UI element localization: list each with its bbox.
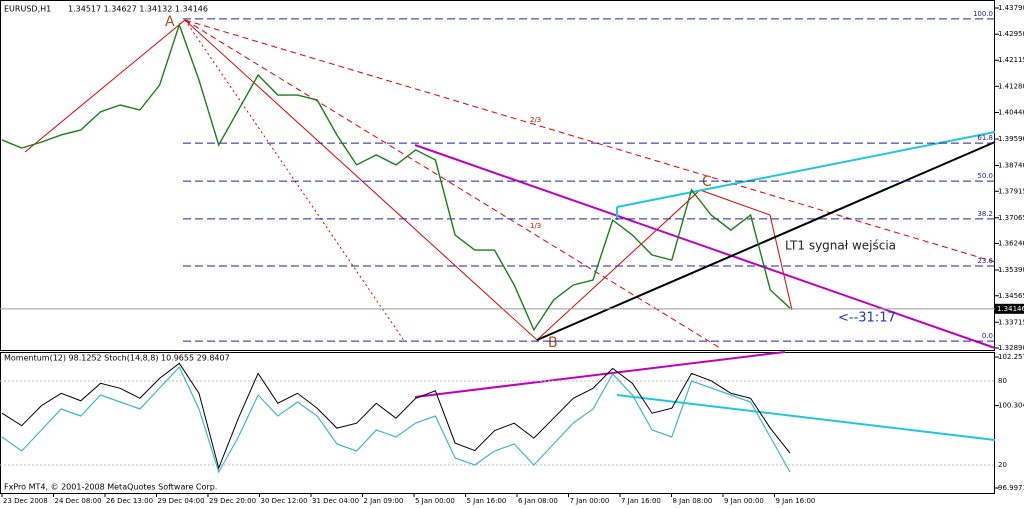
fan-line: [184, 19, 721, 349]
trend-line: [536, 141, 996, 341]
price-label: 1.37915: [998, 187, 1024, 195]
time-label: 29 Dec 20:00: [209, 497, 256, 505]
price-label: 1.36240: [998, 240, 1024, 248]
time-label: 26 Dec 13:00: [106, 497, 153, 505]
stoch-tick-label: 20: [998, 461, 1007, 469]
price-label: 1.33715: [998, 318, 1024, 326]
price-label: 1.40440: [998, 108, 1024, 116]
ohlc: 1.34517 1.34627 1.34132 1.34146: [68, 5, 208, 14]
annotation: <--31:17: [838, 311, 896, 326]
point-label: B: [548, 335, 558, 351]
current-price-label: 1.34146: [997, 305, 1024, 313]
time-label: 8 Jan 08:00: [673, 497, 713, 505]
time-label: 9 Jan 16:00: [776, 497, 816, 505]
indicator-title: Momentum(12) 98.1252 Stoch(14,8,8) 10.96…: [4, 354, 230, 363]
price-label: 1.41280: [998, 82, 1024, 90]
zigzag: [24, 19, 793, 341]
price-label: 1.34565: [998, 292, 1024, 300]
time-label: 5 Jan 16:00: [467, 497, 507, 505]
time-label: 5 Jan 00:00: [415, 497, 455, 505]
price-label: 1.35390: [998, 266, 1024, 274]
stoch-tick-label: 80: [998, 377, 1007, 385]
momentum-tick-label: 102.2571: [998, 353, 1024, 361]
time-label: 24 Dec 08:00: [55, 497, 102, 505]
time-label: 6 Jan 08:00: [518, 497, 558, 505]
time-label: 7 Jan 00:00: [570, 497, 610, 505]
momentum-tick-label: 100.3046: [998, 402, 1024, 410]
price-label: 1.39590: [998, 135, 1024, 143]
fib-label: 38.2: [977, 210, 993, 218]
point-label: C: [702, 174, 712, 190]
footer: FxPro MT4, © 2001-2008 MetaQuotes Softwa…: [4, 483, 217, 492]
time-label: 30 Dec 12:00: [261, 497, 308, 505]
fib-label: 50.0: [977, 172, 993, 180]
point-label: A: [165, 14, 175, 30]
price-label: 1.38740: [998, 162, 1024, 170]
main-panel: [0, 0, 995, 351]
momentum-line: [1, 362, 791, 470]
fib-label: 61.8: [977, 134, 993, 142]
fan-label: 1/3: [530, 222, 541, 230]
momentum-tick-label: 96.9971: [998, 484, 1024, 492]
trend-line: [414, 144, 996, 349]
fib-label: 100.0: [973, 10, 993, 18]
trend-line: [414, 351, 786, 398]
price-label: 1.43790: [998, 4, 1024, 12]
fan-line: [184, 19, 996, 263]
price-line: [1, 22, 791, 332]
trend-line: [616, 394, 996, 441]
trend-line: [616, 131, 996, 208]
time-label: 23 Dec 2008: [3, 497, 48, 505]
stoch-line: [1, 365, 791, 474]
symbol: EURUSD,H1: [4, 5, 51, 14]
time-label: 2 Jan 09:00: [364, 497, 404, 505]
fib-label: 23.6: [977, 257, 993, 265]
indicator-panel: [0, 352, 995, 494]
time-label: 29 Dec 04:00: [158, 497, 205, 505]
price-label: 1.37065: [998, 214, 1024, 222]
fib-label: 0.0: [982, 332, 993, 340]
price-label: 1.32890: [998, 344, 1024, 352]
current-price-box: [995, 303, 1024, 314]
annotation: LT1 sygnał wejścia: [785, 239, 896, 253]
fan-label: 2/3: [530, 116, 541, 124]
time-label: 9 Jan 00:00: [724, 497, 764, 505]
time-label: 31 Dec 04:00: [312, 497, 359, 505]
time-label: 7 Jan 16:00: [621, 497, 661, 505]
price-label: 1.42115: [998, 56, 1024, 64]
price-label: 1.42950: [998, 30, 1024, 38]
drawings: [24, 19, 996, 441]
